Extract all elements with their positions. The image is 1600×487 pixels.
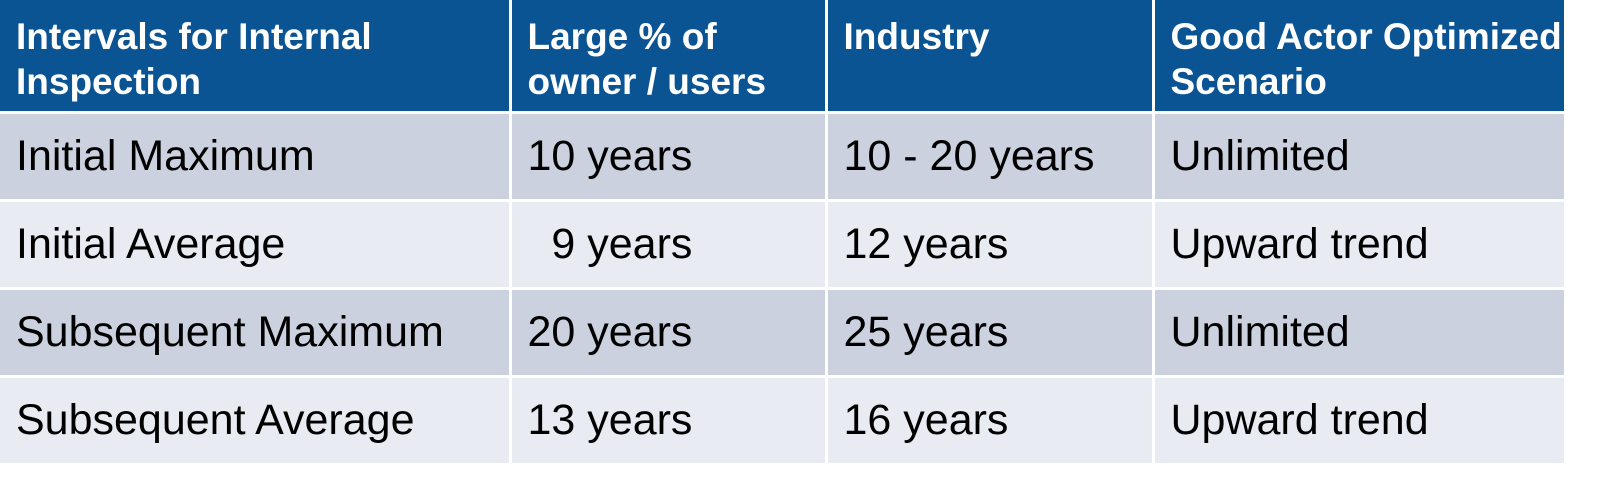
header-industry: Industry [824, 0, 1155, 114]
table-row: Initial Average 9 years 12 years Upward … [0, 198, 1567, 290]
header-intervals: Intervals for Internal Inspection [0, 0, 512, 114]
inspection-intervals-table: Intervals for Internal Inspection Large … [0, 0, 1567, 466]
cell-good-actor: Upward trend [1151, 374, 1567, 466]
cell-large-owner-users: 10 years [508, 110, 828, 202]
header-good-actor: Good Actor Optimized Scenario [1151, 0, 1567, 114]
cell-large-owner-users: 20 years [508, 286, 828, 378]
table-row: Subsequent Maximum 20 years 25 years Unl… [0, 286, 1567, 378]
table-header: Intervals for Internal Inspection Large … [0, 0, 1567, 114]
cell-good-actor: Unlimited [1151, 286, 1567, 378]
row-label: Subsequent Maximum [0, 286, 512, 378]
cell-good-actor: Upward trend [1151, 198, 1567, 290]
cell-large-owner-users: 9 years [508, 198, 828, 290]
header-row: Intervals for Internal Inspection Large … [0, 0, 1567, 114]
header-large-owner-users: Large % of owner / users [508, 0, 828, 114]
cell-industry: 12 years [824, 198, 1155, 290]
table-body: Initial Maximum 10 years 10 - 20 years U… [0, 110, 1567, 466]
row-label: Initial Maximum [0, 110, 512, 202]
cell-large-owner-users: 13 years [508, 374, 828, 466]
row-label: Subsequent Average [0, 374, 512, 466]
table-row: Subsequent Average 13 years 16 years Upw… [0, 374, 1567, 466]
cell-good-actor: Unlimited [1151, 110, 1567, 202]
cell-industry: 16 years [824, 374, 1155, 466]
cell-industry: 25 years [824, 286, 1155, 378]
table-row: Initial Maximum 10 years 10 - 20 years U… [0, 110, 1567, 202]
cell-industry: 10 - 20 years [824, 110, 1155, 202]
row-label: Initial Average [0, 198, 512, 290]
